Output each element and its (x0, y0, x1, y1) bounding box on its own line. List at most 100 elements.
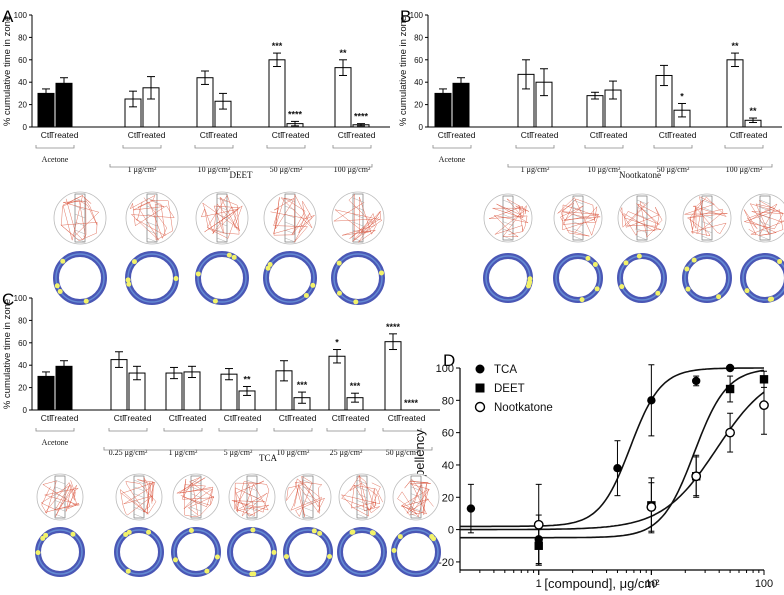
panel-b-group-bracket (584, 145, 624, 149)
arena-track-line (743, 200, 784, 237)
arena-heatmap (227, 527, 277, 577)
panel-a-group-bracket (122, 145, 162, 149)
panel-a-group-label: Acetone (42, 155, 69, 164)
heatmap-hotspot (35, 550, 41, 556)
panel-c-bar-label: Ctl (224, 413, 235, 423)
panel-c-group-bracket (35, 428, 75, 432)
arena-center-zone (701, 195, 713, 241)
heatmap-ring-inner (197, 253, 247, 303)
panel-a-bar-label: Ctl (200, 130, 211, 140)
heatmap-hotspot (310, 282, 316, 288)
heatmap-ring-inner (619, 255, 665, 301)
arena-hatch (216, 237, 228, 243)
panel-c-significance: *** (297, 380, 308, 390)
panel-a-ytick-label: 100 (14, 11, 28, 20)
heatmap-hotspot (327, 553, 333, 559)
heatmap-hotspot (592, 262, 598, 268)
panel-c-ytick-label: 40 (18, 361, 27, 370)
panel-c-group-bracket (218, 428, 258, 432)
arena-hatch (74, 229, 86, 235)
heatmap-hotspot (623, 260, 629, 266)
arena-center-zone (133, 475, 145, 519)
panel-c-group-bracket (108, 428, 148, 432)
arena-hatch (701, 221, 713, 226)
arena-track-plot (125, 191, 179, 245)
arena-track-plot (682, 193, 732, 243)
arena-hatch (502, 199, 514, 205)
heatmap-hotspot (526, 283, 532, 289)
heatmap-hotspot (54, 283, 60, 289)
heatmap-hotspot (265, 265, 271, 271)
panel-a-group-bracket (194, 145, 234, 149)
arena-hatch (284, 221, 296, 227)
arena-center-zone (572, 195, 584, 241)
heatmap-ring-inner (285, 529, 331, 575)
arena-heatmap (682, 253, 732, 303)
heatmap-hotspot (271, 549, 277, 555)
arena-hatch (146, 237, 158, 243)
heatmap-hotspot (60, 258, 66, 264)
panel-a-bar-label: Ctl (338, 130, 349, 140)
panel-b-bar (434, 92, 452, 128)
heatmap-hotspot (317, 530, 323, 536)
panel-d-data-point (533, 519, 544, 530)
panel-c-bar-label: Treated (288, 413, 317, 423)
arena-thumbnails (35, 191, 784, 577)
arena-track-line (40, 480, 80, 517)
heatmap-ring-inner (742, 255, 784, 301)
panel-a-significance: *** (272, 41, 283, 51)
panel-b-bar (726, 59, 744, 128)
arena-hatch (190, 513, 202, 519)
arena-hatch (502, 221, 514, 226)
panel-a-group-label: 10 μg/cm² (198, 165, 231, 174)
heatmap-hotspot (744, 288, 750, 294)
arena-heatmap (391, 527, 441, 577)
panel-b-group-label: Acetone (439, 155, 466, 164)
panel-a-group-label: 1 μg/cm² (128, 165, 157, 174)
arena-hatch (356, 479, 368, 485)
arena-heatmap (740, 253, 784, 303)
heatmap-hotspot (431, 536, 437, 542)
panel-c-group-bracket (382, 428, 422, 432)
panel-c-bar (37, 375, 55, 411)
arena-hatch (133, 493, 145, 498)
panel-d-ytick-label: 40 (442, 460, 454, 472)
arena-track-line (200, 194, 243, 239)
arena-outline (53, 191, 107, 245)
panel-c-significance: ** (243, 374, 251, 384)
arena-heatmap (125, 251, 179, 305)
arena-hatch (246, 513, 258, 519)
panel-b-group-label: 1 μg/cm² (521, 165, 550, 174)
arena-outline (115, 473, 163, 521)
arena-track-plot (228, 473, 276, 521)
panel-a-significance: **** (288, 109, 303, 119)
panel-b-significance: * (680, 91, 684, 101)
panel-c-bar-label: Treated (178, 413, 207, 423)
panel-d-dose-response-chart: D -20 0 20 40 60 80 100 1 10 100 [compound], μg/cm²… (412, 351, 773, 591)
arena-heatmap (114, 527, 164, 577)
panel-a-group-label: 100 μg/cm² (334, 165, 371, 174)
heatmap-ring-inner (555, 255, 601, 301)
panel-c-group-label: Acetone (42, 438, 69, 447)
panel-a-bar (55, 82, 73, 128)
panel-a-group-bracket (266, 145, 306, 149)
arena-heatmap (53, 251, 107, 305)
arena-heatmap (483, 253, 533, 303)
panel-c-bar-label: Ctl (332, 413, 343, 423)
panel-d-data-point (613, 463, 622, 473)
panel-a-group-label: 50 μg/cm² (270, 165, 303, 174)
panel-d-fit-curve (460, 391, 765, 531)
arena-track-plot (115, 473, 163, 521)
arena-center-zone (410, 475, 422, 519)
panel-b-group-label: 10 μg/cm² (588, 165, 621, 174)
arena-hatch (74, 205, 86, 211)
panel-c-bar-label: Ctl (169, 413, 180, 423)
heatmap-hotspot (172, 557, 178, 563)
arena-track-line (340, 474, 384, 517)
panel-d-xtick-label: 1 (536, 578, 542, 590)
panel-b-bar-label: Ctl (659, 130, 670, 140)
panel-a-bar (196, 77, 214, 128)
heatmap-hotspot (267, 262, 273, 268)
heatmap-hotspot (655, 290, 661, 296)
panel-c-letter: C (2, 290, 14, 309)
